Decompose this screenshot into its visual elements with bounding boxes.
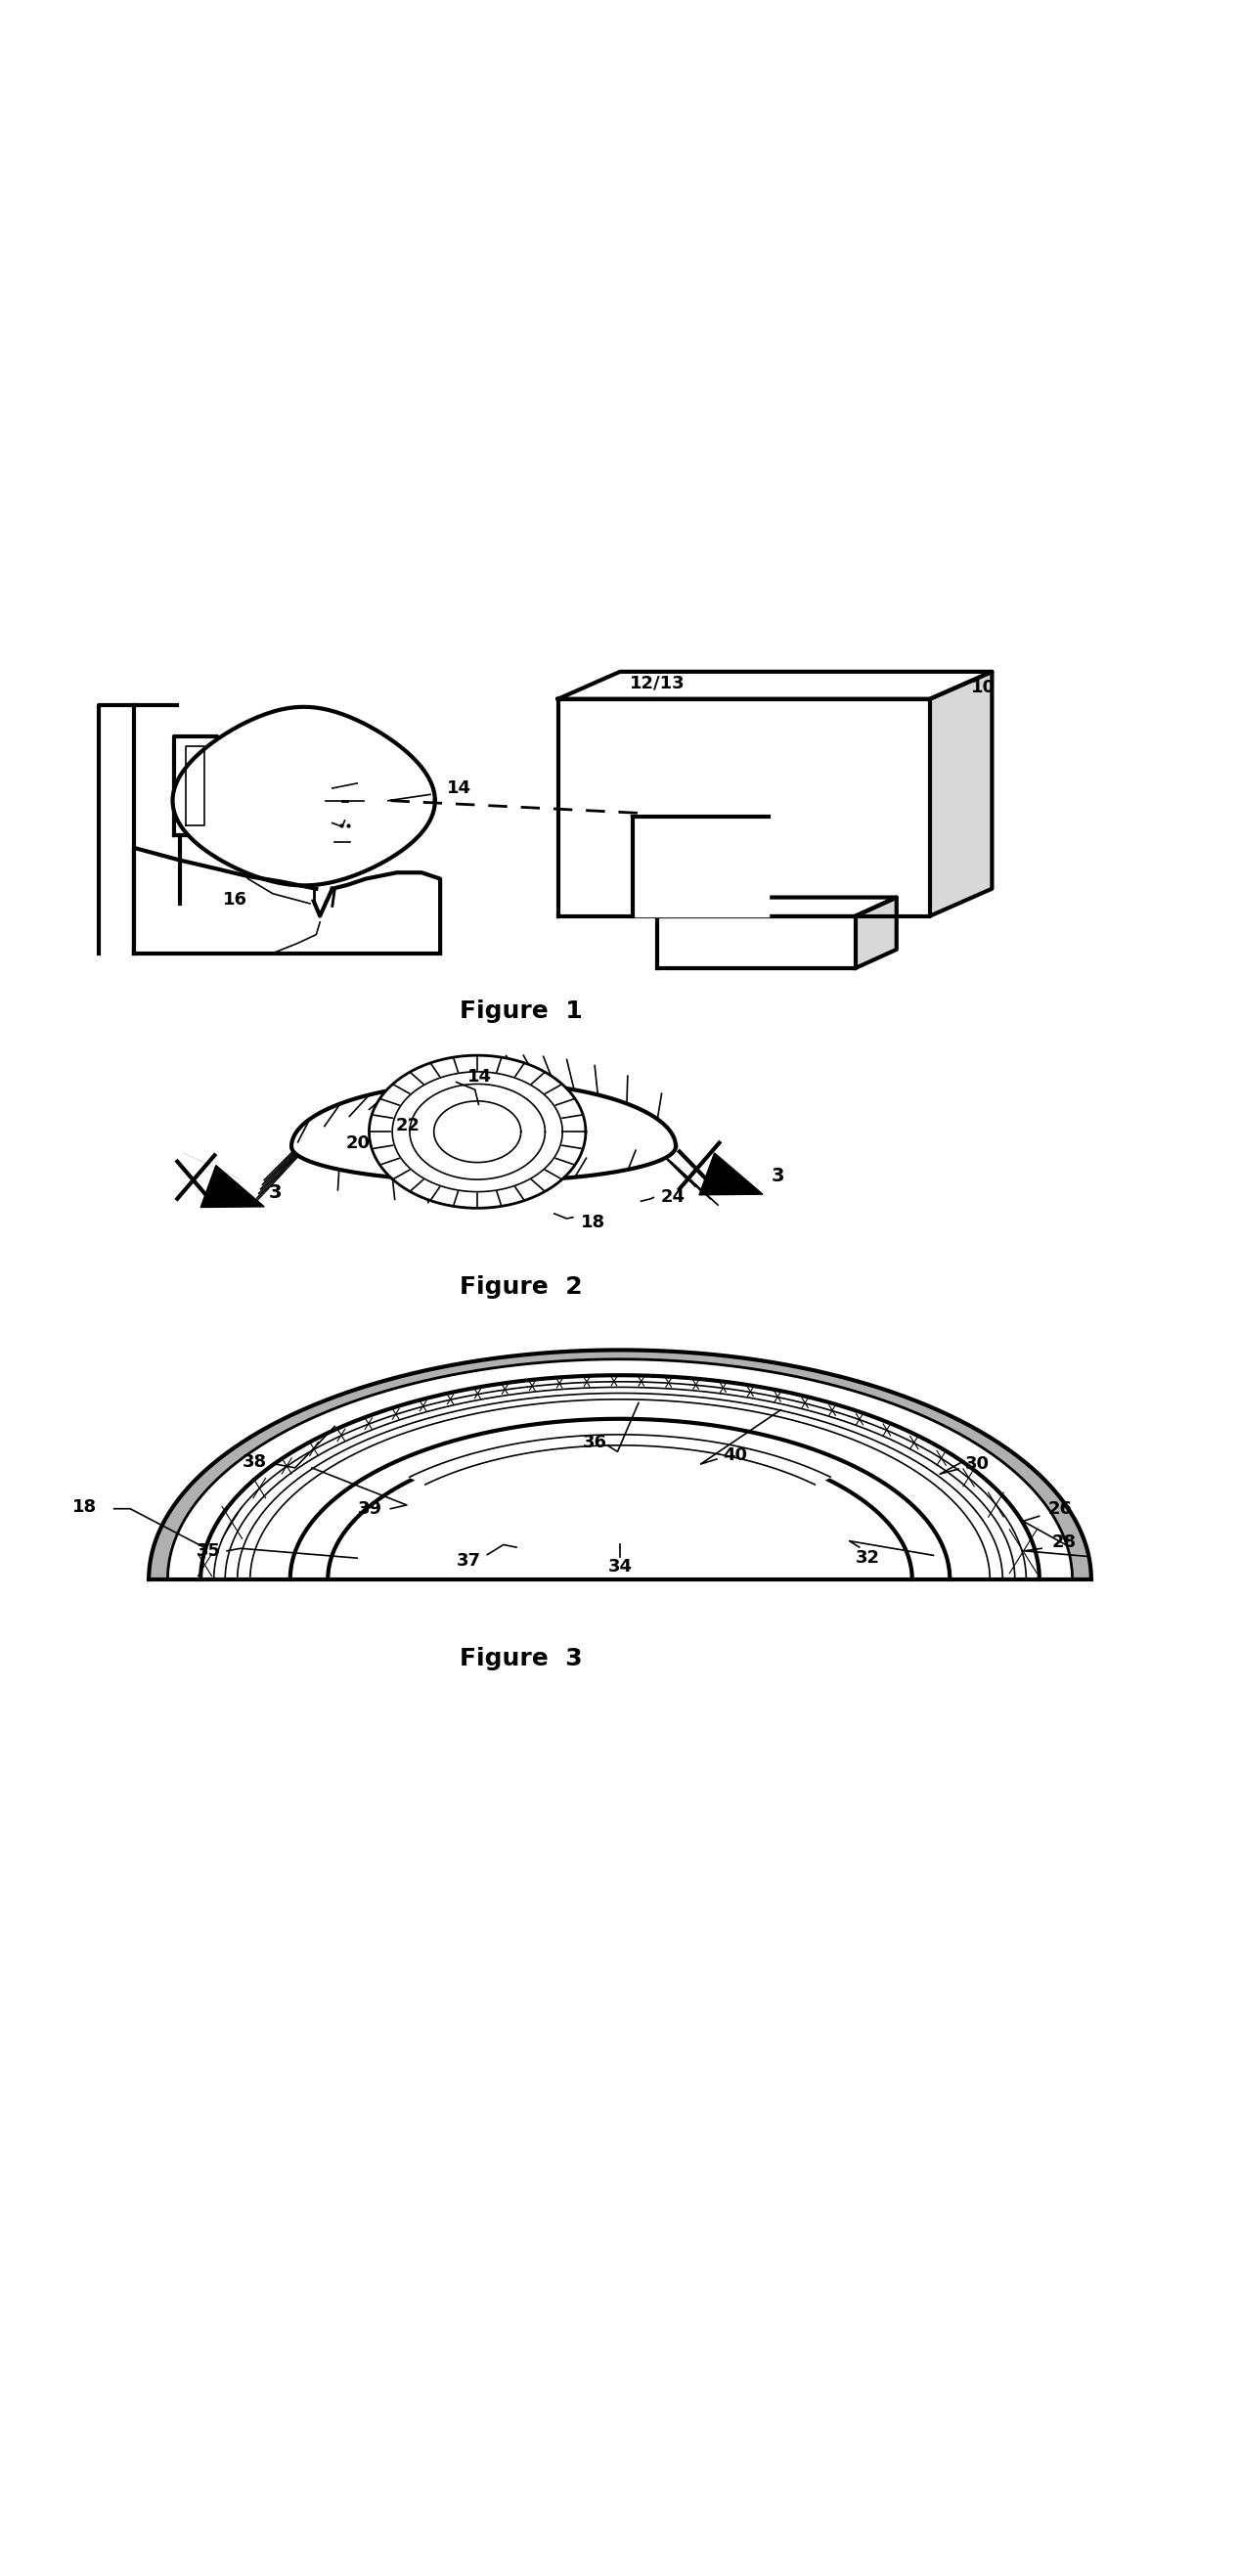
Text: 20: 20 — [346, 1133, 371, 1151]
Polygon shape — [172, 706, 435, 886]
Polygon shape — [657, 917, 856, 969]
Text: Figure  2: Figure 2 — [459, 1275, 583, 1298]
Polygon shape — [558, 672, 992, 698]
Text: 26: 26 — [1048, 1499, 1073, 1517]
Text: Figure  1: Figure 1 — [459, 999, 583, 1023]
Text: Figure  3: Figure 3 — [459, 1646, 583, 1669]
Text: 34: 34 — [608, 1558, 632, 1577]
Polygon shape — [99, 706, 134, 953]
Text: 24: 24 — [661, 1188, 686, 1206]
Polygon shape — [291, 1082, 676, 1182]
Polygon shape — [201, 1376, 1039, 1579]
Text: 14: 14 — [446, 781, 471, 796]
Text: 39: 39 — [357, 1499, 382, 1517]
Polygon shape — [856, 896, 897, 969]
Polygon shape — [699, 1154, 763, 1195]
Text: 10: 10 — [971, 680, 996, 696]
Polygon shape — [558, 698, 930, 917]
Polygon shape — [149, 1350, 1091, 1579]
Text: 40: 40 — [723, 1448, 748, 1463]
Polygon shape — [930, 672, 992, 917]
Polygon shape — [632, 817, 769, 917]
Text: 30: 30 — [965, 1455, 990, 1473]
Text: 36: 36 — [583, 1435, 608, 1453]
Polygon shape — [392, 1072, 563, 1193]
Text: 14: 14 — [467, 1069, 492, 1087]
Polygon shape — [409, 1084, 546, 1180]
Text: 18: 18 — [580, 1213, 605, 1231]
Text: 32: 32 — [856, 1551, 880, 1566]
Polygon shape — [201, 1164, 264, 1208]
Text: 18: 18 — [72, 1499, 97, 1517]
Text: 3: 3 — [269, 1182, 281, 1203]
Text: 35: 35 — [196, 1543, 221, 1558]
Polygon shape — [149, 1350, 1091, 1579]
Text: 3: 3 — [771, 1167, 784, 1185]
Text: 37: 37 — [456, 1551, 481, 1569]
Polygon shape — [174, 737, 217, 835]
Polygon shape — [167, 1360, 1073, 1579]
Polygon shape — [409, 1435, 831, 1484]
Text: 38: 38 — [242, 1453, 267, 1471]
Text: 12/13: 12/13 — [630, 675, 684, 690]
Text: 28: 28 — [1052, 1533, 1076, 1551]
Text: 22: 22 — [396, 1118, 420, 1133]
Text: 16: 16 — [223, 891, 248, 909]
Polygon shape — [226, 1386, 1014, 1579]
Polygon shape — [370, 1056, 585, 1208]
Polygon shape — [657, 896, 897, 917]
